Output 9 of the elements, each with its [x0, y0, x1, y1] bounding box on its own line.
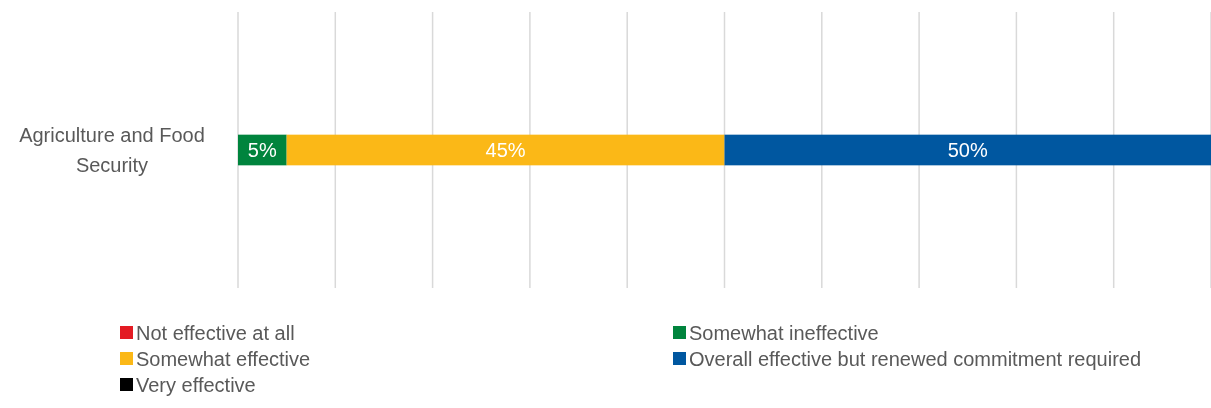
data-label: 45% — [485, 139, 526, 161]
y-tick-label: Agriculture and Food Security — [19, 124, 205, 176]
legend-label: Somewhat effective — [136, 348, 311, 370]
legend-label: Not effective at all — [136, 322, 295, 344]
data-label: 50% — [947, 139, 988, 161]
legend-label: Very effective — [136, 374, 256, 396]
data-label: 5% — [247, 139, 277, 161]
legend-label: Somewhat ineffective — [689, 322, 879, 344]
legend-label: Overall effective but renewed commitment required — [689, 348, 1142, 370]
